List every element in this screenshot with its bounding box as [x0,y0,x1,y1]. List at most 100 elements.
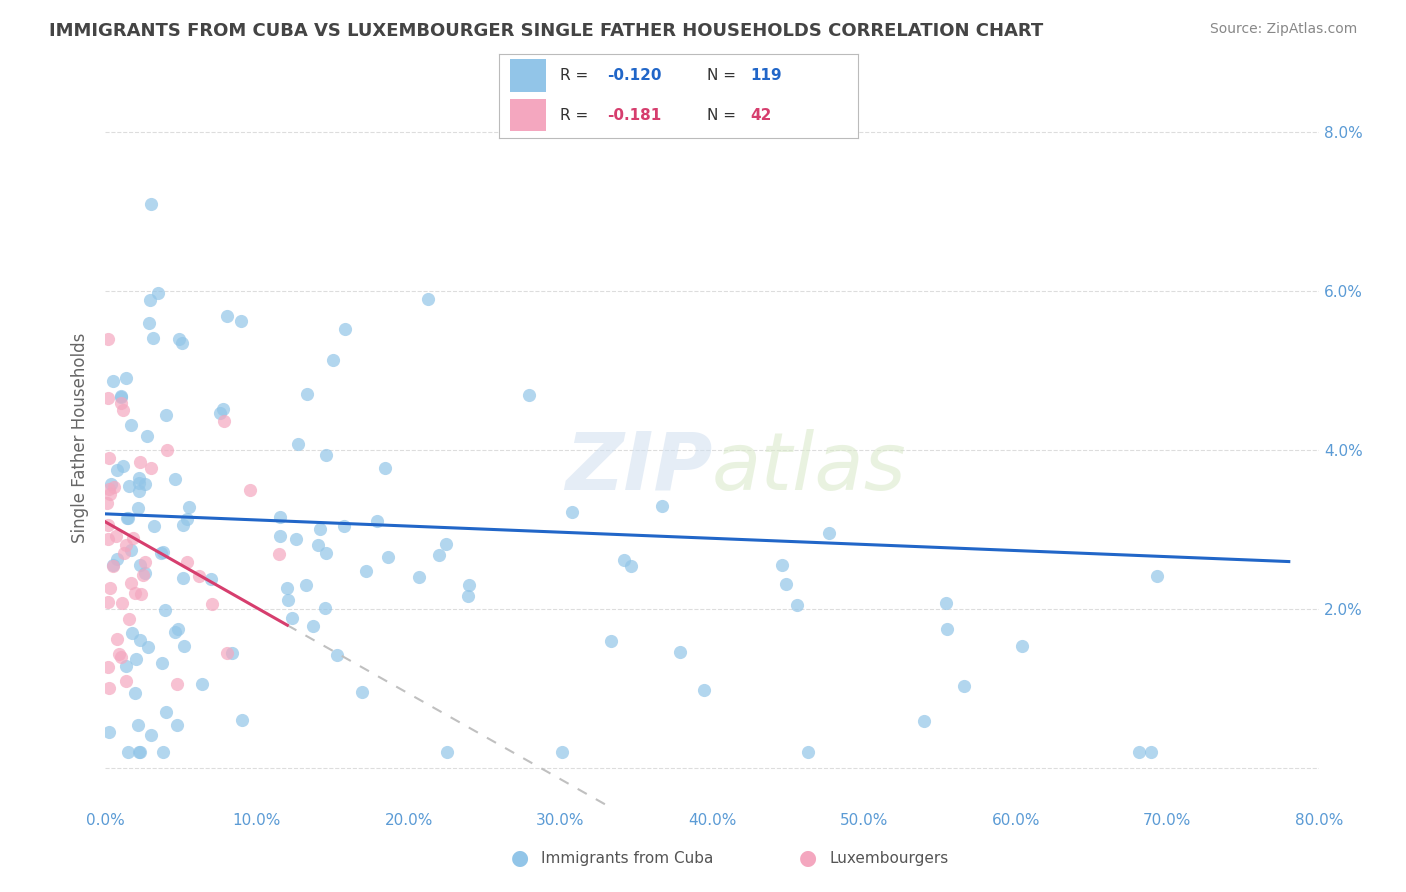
Point [120,575,142,590]
Point [333,322,356,336]
Point [100,477,122,491]
Point [163,472,186,486]
Point [103,559,125,574]
Point [96,332,118,346]
Point [333,519,356,533]
Text: ●: ● [512,848,529,868]
Point [134,555,156,569]
Point [287,437,309,451]
Point [125,651,148,665]
Point [172,335,194,350]
Point [600,634,623,648]
Point [150,656,173,670]
Point [269,547,291,561]
Point [97,681,120,695]
Point [229,314,252,328]
Point [105,552,128,566]
Point [128,471,150,485]
Point [124,586,146,600]
Point [775,577,797,591]
Point [153,603,176,617]
Point [408,570,430,584]
Point [209,406,232,420]
Point [134,477,156,491]
Point [127,718,149,732]
Point [200,572,222,586]
Point [561,505,583,519]
Point [97,517,120,532]
Point [135,429,157,443]
Point [118,479,141,493]
Point [172,518,194,533]
Text: Immigrants from Cuba: Immigrants from Cuba [541,851,714,865]
Text: N =: N = [707,108,741,123]
Point [129,587,152,601]
Point [295,387,318,401]
Point [693,682,716,697]
Point [307,538,329,552]
Point [427,548,450,562]
Point [935,622,957,636]
Text: -0.120: -0.120 [607,68,661,83]
Point [148,286,170,301]
Point [770,558,793,572]
Point [120,543,142,558]
Point [277,592,299,607]
Point [366,514,388,528]
Point [112,546,135,560]
Point [166,677,188,691]
Point [651,499,673,513]
Point [953,679,976,693]
Point [1128,746,1150,760]
Point [110,396,132,410]
Point [97,725,120,739]
Point [796,746,818,760]
Point [129,746,152,760]
Point [935,596,957,610]
Point [110,390,132,404]
Point [128,484,150,499]
Point [914,714,936,728]
Point [115,371,138,385]
Text: 119: 119 [751,68,782,83]
Point [98,582,121,596]
Point [111,458,134,473]
Point [107,463,129,477]
Point [377,549,399,564]
Point [166,718,188,732]
Point [152,545,174,559]
Point [212,414,235,428]
Point [138,316,160,330]
Point [172,572,194,586]
Point [308,522,330,536]
Point [173,640,195,654]
Point [457,578,479,592]
Point [117,612,139,626]
Point [129,558,152,573]
Point [1011,639,1033,653]
Point [97,595,120,609]
Bar [510,60,546,92]
Point [669,645,692,659]
Point [122,531,145,545]
Point [211,401,233,416]
Point [150,546,173,560]
Point [519,388,541,402]
Point [167,332,190,346]
Point [128,746,150,760]
Point [269,529,291,543]
Text: ●: ● [800,848,817,868]
Point [314,600,336,615]
Point [269,509,291,524]
Point [114,658,136,673]
Point [221,646,243,660]
Point [551,746,574,760]
Point [177,500,200,514]
Point [191,676,214,690]
Point [315,448,337,462]
Point [142,331,165,345]
Point [97,483,120,497]
Point [188,569,211,583]
Point [217,309,239,323]
Point [110,649,132,664]
